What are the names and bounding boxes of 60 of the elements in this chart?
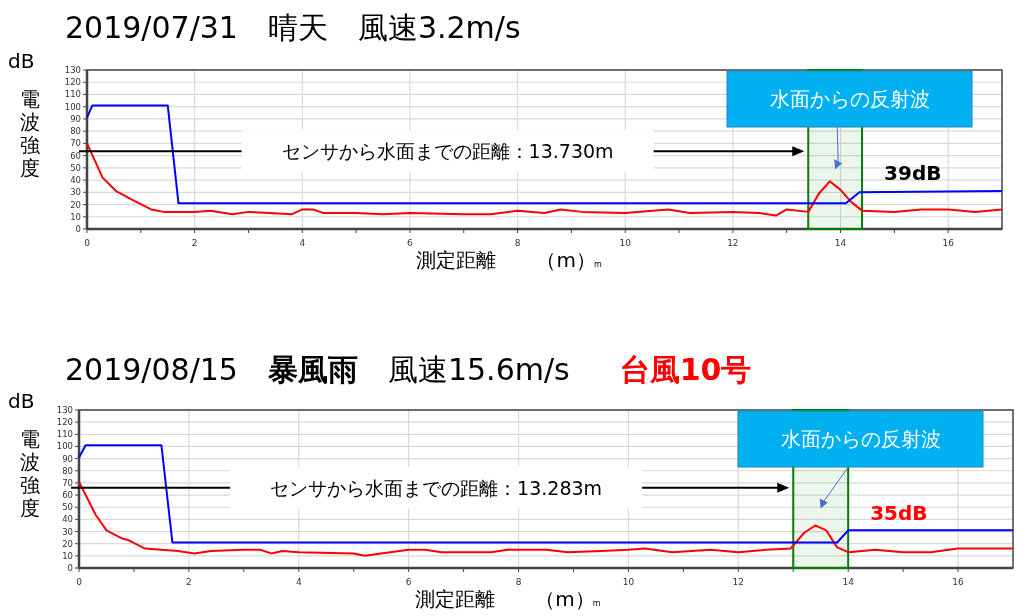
y-tick-label: 110: [64, 89, 81, 100]
text: dB: [8, 49, 35, 73]
y-tick-label: 110: [56, 429, 73, 440]
x-tick-label: 8: [514, 238, 521, 248]
y-tick-label: 30: [62, 526, 73, 537]
y-tick-label: 100: [64, 101, 81, 112]
chart-title: 2019/08/15 暴風雨 風速15.6m/s: [65, 352, 570, 387]
y-tick-label: 20: [62, 538, 73, 549]
chart-subtitle: 台風10号: [619, 352, 752, 387]
y-tick-label: 60: [70, 150, 81, 161]
y-axis-title: 電波強度: [20, 427, 40, 520]
y-tick-label: 50: [70, 162, 81, 173]
x-tick-label: 4: [295, 577, 302, 587]
y-tick-label: 100: [56, 441, 73, 452]
y-tick-label: 50: [62, 502, 73, 513]
x-tick-label: 12: [727, 238, 739, 248]
y-tick-label: 120: [64, 77, 81, 88]
y-axis-title: 電波強度: [20, 87, 40, 180]
x-tick-label: 4: [299, 238, 306, 248]
annotation: 35dB: [870, 500, 928, 525]
y-tick-label: 30: [70, 187, 81, 198]
x-tick-label: 2: [186, 577, 192, 587]
y-tick-label: 40: [62, 514, 73, 525]
y-tick-label: 120: [56, 417, 73, 428]
y-tick-label: 0: [75, 224, 81, 234]
y-tick-label: 10: [70, 211, 81, 222]
annotation: 39dB: [884, 161, 942, 186]
annotation: 水面からの反射波: [780, 427, 941, 451]
y-tick-label: 10: [62, 550, 73, 561]
x-tick-label: 10: [622, 577, 635, 587]
y-tick-label: 130: [56, 405, 73, 415]
chart-title: 2019/07/31 晴天 風速3.2m/s: [65, 10, 521, 45]
x-tick-label: 6: [407, 238, 414, 248]
y-tick-label: 20: [70, 199, 81, 210]
y-tick-label: 90: [70, 113, 81, 124]
annotation: 水面からの反射波: [769, 87, 930, 111]
y-tick-label: 70: [62, 477, 73, 488]
x-tick-label: 10: [619, 238, 632, 248]
x-tick-label: 0: [84, 238, 91, 248]
ref-line-label: センサから水面までの距離：13.730m: [281, 140, 614, 163]
x-tick-label: 8: [515, 577, 522, 587]
x-tick-label: 16: [942, 238, 955, 248]
x-tick-label: 2: [191, 238, 198, 248]
x-tick-label: 16: [952, 577, 965, 587]
x-tick-label: 12: [732, 577, 745, 587]
x-tick-label: 14: [834, 238, 847, 248]
text: m: [592, 599, 601, 608]
y-tick-label: 60: [62, 490, 73, 501]
y-tick-label: 80: [70, 126, 81, 137]
x-tick-label: 14: [842, 577, 855, 587]
y-tick-label: 80: [62, 465, 73, 476]
y-tick-label: 130: [64, 65, 81, 75]
y-tick-label: 0: [67, 563, 73, 573]
text: dB: [8, 389, 35, 413]
y-tick-label: 40: [70, 175, 81, 186]
x-tick-label: 6: [405, 577, 412, 587]
y-tick-label: 90: [62, 453, 73, 464]
ref-line-label: センサから水面までの距離：13.283m: [270, 476, 603, 499]
text: m: [593, 260, 602, 269]
y-tick-label: 70: [70, 138, 81, 149]
